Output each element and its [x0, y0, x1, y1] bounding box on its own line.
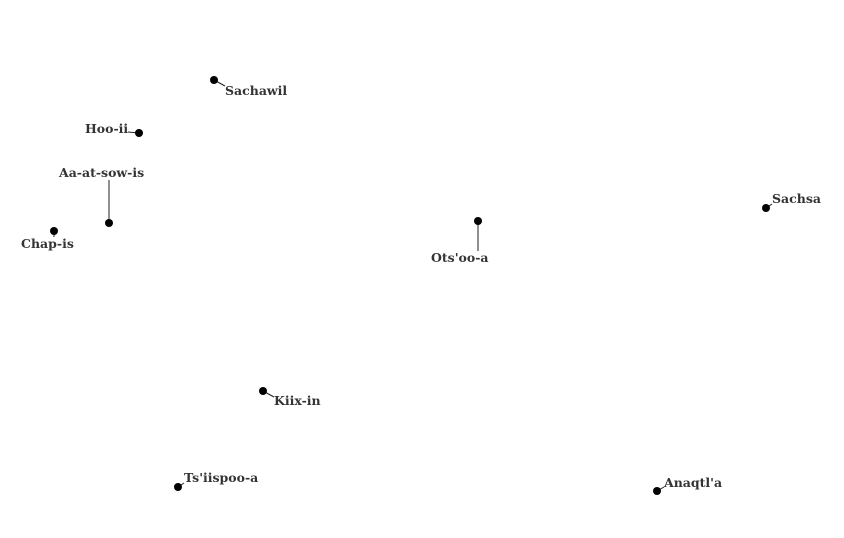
- place-label: Ts'iispoo-a: [184, 470, 258, 485]
- place-label: Chap-is: [21, 236, 74, 251]
- place-label: Sachsa: [772, 191, 821, 206]
- place-anaqtla[interactable]: Anaqtl'a: [653, 475, 722, 495]
- place-sachawil[interactable]: Sachawil: [210, 76, 287, 98]
- place-point[interactable]: [474, 217, 482, 225]
- place-label: Ots'oo-a: [431, 250, 489, 265]
- place-label: Aa-at-sow-is: [58, 165, 144, 180]
- place-kiix-in[interactable]: Kiix-in: [259, 387, 321, 408]
- place-label: Hoo-ii: [85, 121, 128, 136]
- place-point[interactable]: [210, 76, 218, 84]
- place-point[interactable]: [135, 129, 143, 137]
- place-point[interactable]: [105, 219, 113, 227]
- place-label: Anaqtl'a: [663, 475, 722, 490]
- place-aa-at-sow-is[interactable]: Aa-at-sow-is: [58, 165, 144, 227]
- place-point[interactable]: [174, 483, 182, 491]
- place-point[interactable]: [50, 227, 58, 235]
- place-point[interactable]: [762, 204, 770, 212]
- place-tsiispoo-a[interactable]: Ts'iispoo-a: [174, 470, 258, 491]
- place-point[interactable]: [259, 387, 267, 395]
- place-label: Sachawil: [225, 83, 287, 98]
- place-chap-is[interactable]: Chap-is: [21, 227, 74, 251]
- place-point[interactable]: [653, 487, 661, 495]
- place-label: Kiix-in: [274, 393, 321, 408]
- place-hoo-ii[interactable]: Hoo-ii: [85, 121, 143, 137]
- place-sachsa[interactable]: Sachsa: [762, 191, 821, 212]
- place-otsoo-a[interactable]: Ots'oo-a: [431, 217, 489, 265]
